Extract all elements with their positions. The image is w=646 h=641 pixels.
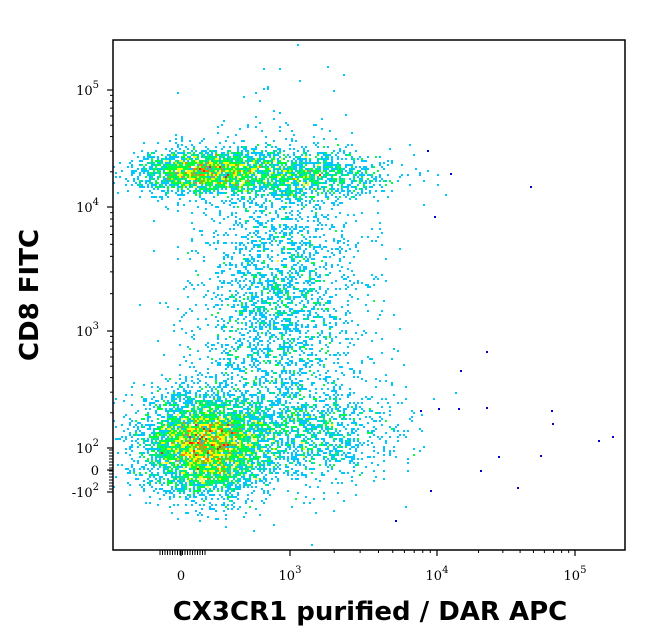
y-tick-label: 105 <box>76 80 99 99</box>
y-tick-label: 0 <box>91 464 99 479</box>
y-axis-ticks <box>107 89 113 493</box>
plot-frame <box>112 39 626 551</box>
x-axis-ticks <box>159 550 576 556</box>
x-tick-label: 0 <box>177 569 185 584</box>
y-axis-tick-labels: -102 0 102 103 104 105 <box>72 80 99 501</box>
x-tick-label: 105 <box>564 565 587 584</box>
y-tick-label: 103 <box>76 321 99 340</box>
y-tick-label: 102 <box>76 438 99 457</box>
x-tick-label: 104 <box>426 565 449 584</box>
x-axis-tick-labels: 0 103 104 105 <box>177 565 587 584</box>
x-axis-title: CX3CR1 purified / DAR APC <box>173 597 567 627</box>
y-tick-label: 104 <box>76 197 99 216</box>
y-axis-title: CD8 FITC <box>15 229 45 361</box>
x-tick-label: 103 <box>279 565 302 584</box>
event-dots <box>113 44 614 546</box>
y-tick-label: -102 <box>72 482 99 501</box>
